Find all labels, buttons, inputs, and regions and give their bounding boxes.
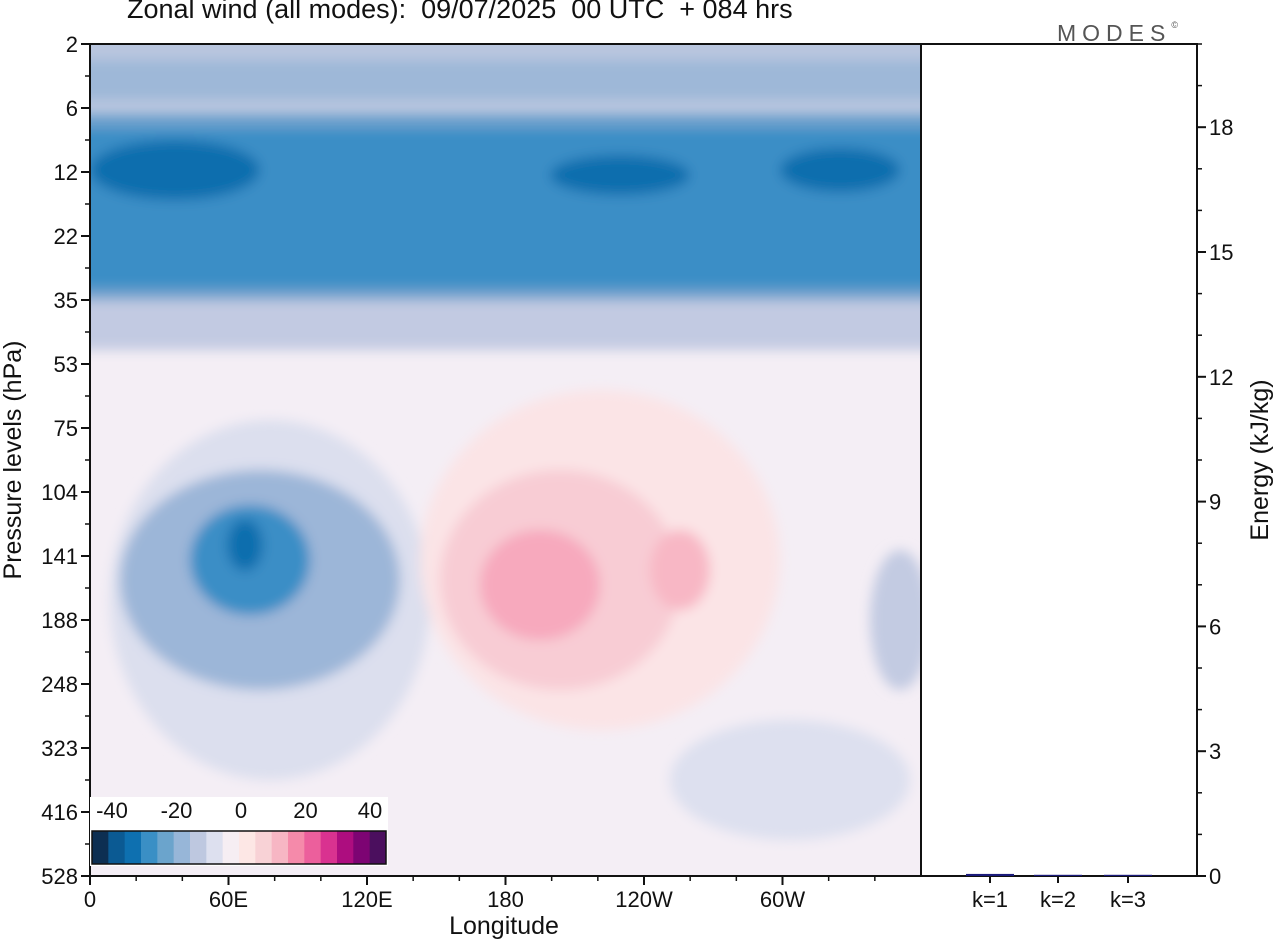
core-west xyxy=(90,140,260,200)
band-upper-mid xyxy=(90,60,921,100)
energy-bars xyxy=(966,873,1152,876)
colorbar-swatch xyxy=(239,831,256,864)
pressure-axis: 2 6 12 22 35 53 75 104 141 188 248 323 416 528 xyxy=(41,32,90,889)
colorbar-swatch xyxy=(157,831,175,864)
energy-tick-label: 9 xyxy=(1209,490,1221,515)
colorbar-frame xyxy=(91,830,387,865)
colorbar-label: 40 xyxy=(358,798,382,823)
energy-bar xyxy=(1034,874,1082,876)
core-east xyxy=(550,155,690,195)
longitude-tick-label: 120W xyxy=(615,887,673,912)
colorbar-swatch xyxy=(124,831,142,864)
colorbar: -40 -20 0 20 40 xyxy=(90,797,388,866)
x-axis-title: Longitude xyxy=(449,912,559,940)
colorbar-swatch xyxy=(353,831,371,864)
energy-axis-title: Energy (kJ/kg) xyxy=(1246,379,1274,540)
pressure-tick-label: 528 xyxy=(41,864,78,889)
colorbar-swatch xyxy=(108,831,126,864)
logo-text: MODES xyxy=(1057,20,1172,46)
energy-bar xyxy=(1104,874,1152,876)
colorbar-label: 0 xyxy=(235,798,247,823)
colorbar-swatch xyxy=(141,831,158,864)
pressure-tick-label: 75 xyxy=(54,416,78,441)
energy-tick-label: 12 xyxy=(1209,365,1233,390)
colorbar-swatch xyxy=(288,831,305,864)
trop-westerly-east xyxy=(650,530,710,610)
pressure-tick-label: 188 xyxy=(41,608,78,633)
energy-tick-label: 0 xyxy=(1209,864,1221,889)
colorbar-swatch xyxy=(337,831,354,864)
wavenumber-label: k=2 xyxy=(1040,887,1076,912)
wavenumber-label: k=3 xyxy=(1110,887,1146,912)
colorbar-label: 20 xyxy=(293,798,317,823)
energy-tick-label: 3 xyxy=(1209,739,1221,764)
pressure-tick-label: 22 xyxy=(54,224,78,249)
colorbar-swatch xyxy=(173,831,191,864)
energy-tick-label: 15 xyxy=(1209,240,1233,265)
longitude-tick-label: 180 xyxy=(487,887,524,912)
lower-easterly xyxy=(670,720,910,840)
longitude-tick-label: 0 xyxy=(84,887,96,912)
wavenumber-axis: k=1 k=2 k=3 xyxy=(972,876,1146,912)
longitude-tick-label: 120E xyxy=(341,887,392,912)
pressure-tick-label: 416 xyxy=(41,800,78,825)
wavenumber-label: k=1 xyxy=(972,887,1008,912)
pressure-tick-label: 35 xyxy=(54,288,78,313)
colorbar-swatch xyxy=(255,831,273,864)
logo-mark: © xyxy=(1171,20,1178,31)
colorbar-swatch xyxy=(271,831,289,864)
page-title: Zonal wind (all modes): 09/07/2025 00 UT… xyxy=(127,0,793,24)
y-axis-title: Pressure levels (hPa) xyxy=(0,341,27,580)
pressure-tick-label: 248 xyxy=(41,672,78,697)
longitude-tick-label: 60E xyxy=(209,887,248,912)
zonal-wind-heatmap xyxy=(90,44,921,876)
colorbar-swatch xyxy=(206,831,224,864)
modes-logo: MODES© xyxy=(1057,20,1178,47)
energy-panel-frame xyxy=(920,43,1198,877)
longitude-axis: 0 60E 120E 180 120W 60W xyxy=(84,876,876,912)
pressure-tick-label: 323 xyxy=(41,736,78,761)
trop-westerly-core xyxy=(480,530,600,640)
colorbar-label: -40 xyxy=(96,798,128,823)
colorbar-swatch xyxy=(190,831,207,864)
east-edge-easterly xyxy=(870,550,921,690)
colorbar-swatch xyxy=(222,831,240,864)
colorbar-label: -20 xyxy=(161,798,193,823)
energy-tick-label: 18 xyxy=(1209,115,1233,140)
colorbar-swatch xyxy=(304,831,322,864)
pressure-tick-label: 6 xyxy=(66,96,78,121)
colorbar-swatch xyxy=(369,831,387,864)
colorbar-swatch xyxy=(320,831,338,864)
pressure-tick-label: 2 xyxy=(66,32,78,57)
energy-bar xyxy=(966,873,1014,876)
pressure-tick-label: 53 xyxy=(54,352,78,377)
core-far-east xyxy=(780,148,900,192)
pressure-tick-label: 141 xyxy=(41,544,78,569)
pressure-tick-label: 12 xyxy=(54,160,78,185)
band-lower-transition xyxy=(90,300,921,350)
colorbar-swatch xyxy=(92,831,109,864)
energy-axis: 0 3 6 9 12 15 18 xyxy=(1197,43,1233,889)
energy-tick-label: 6 xyxy=(1209,614,1221,639)
pressure-tick-label: 104 xyxy=(41,480,78,505)
longitude-tick-label: 60W xyxy=(760,887,805,912)
trop-easterly-max xyxy=(227,519,263,571)
